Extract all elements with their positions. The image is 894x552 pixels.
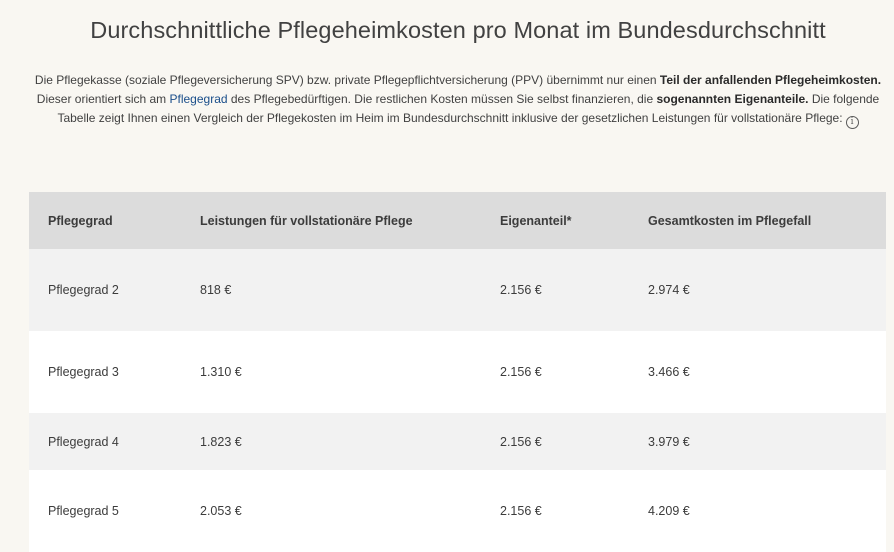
intro-part-1: Die Pflegekasse (soziale Pflegeversicher…: [34, 73, 660, 87]
cell-gesamtkosten: 4.209 €: [648, 504, 690, 518]
cell-leistungen: 818 €: [200, 283, 232, 297]
cell-leistungen: 1.823 €: [200, 434, 242, 449]
cell-leistungen: 2.053 €: [200, 504, 242, 518]
pflegegrad-link[interactable]: Pflegegrad: [169, 92, 228, 106]
column-header-pflegegrad: Pflegegrad: [48, 213, 113, 228]
info-icon[interactable]: i: [845, 116, 859, 129]
cell-leistungen: 1.310 €: [200, 365, 242, 379]
table-row: Pflegegrad 3 1.310 € 2.156 € 3.466 €: [29, 331, 886, 413]
intro-text: Die Pflegekasse (soziale Pflegeversicher…: [30, 71, 886, 129]
cost-table: Pflegegrad Leistungen für vollstationäre…: [29, 192, 886, 552]
cell-eigenanteil: 2.156 €: [500, 434, 542, 449]
page-title: Durchschnittliche Pflegeheimkosten pro M…: [90, 17, 826, 43]
cell-pflegegrad: Pflegegrad 2: [48, 283, 119, 297]
table-header-row: Pflegegrad Leistungen für vollstationäre…: [29, 192, 886, 249]
cell-gesamtkosten: 3.979 €: [648, 434, 690, 449]
table-row: Pflegegrad 4 1.823 € 2.156 € 3.979 €: [29, 413, 886, 470]
table-row: Pflegegrad 5 2.053 € 2.156 € 4.209 €: [29, 470, 886, 552]
column-header-eigenanteil: Eigenanteil*: [500, 213, 572, 228]
cell-eigenanteil: 2.156 €: [500, 365, 542, 379]
cell-eigenanteil: 2.156 €: [500, 504, 542, 518]
column-header-gesamtkosten: Gesamtkosten im Pflegefall: [648, 213, 812, 228]
intro-bold-2: sogenannten Eigenanteile.: [656, 92, 809, 106]
intro-part-2: Dieser orientiert sich am: [36, 92, 170, 106]
cell-gesamtkosten: 2.974 €: [648, 283, 690, 297]
intro-part-3: des Pflegebedürftigen. Die restlichen Ko…: [227, 92, 657, 106]
cell-pflegegrad: Pflegegrad 4: [48, 434, 119, 449]
intro-bold-1: Teil der anfallenden Pflegeheimkosten.: [659, 73, 882, 87]
table-row: Pflegegrad 2 818 € 2.156 € 2.974 €: [29, 249, 886, 331]
column-header-leistungen: Leistungen für vollstationäre Pflege: [200, 213, 413, 228]
cell-eigenanteil: 2.156 €: [500, 283, 542, 297]
cell-pflegegrad: Pflegegrad 5: [48, 504, 119, 518]
cell-gesamtkosten: 3.466 €: [648, 365, 690, 379]
cell-pflegegrad: Pflegegrad 3: [48, 365, 119, 379]
intro-part-4: Die folgende Tabelle zeigt Ihnen einen V…: [57, 92, 880, 125]
